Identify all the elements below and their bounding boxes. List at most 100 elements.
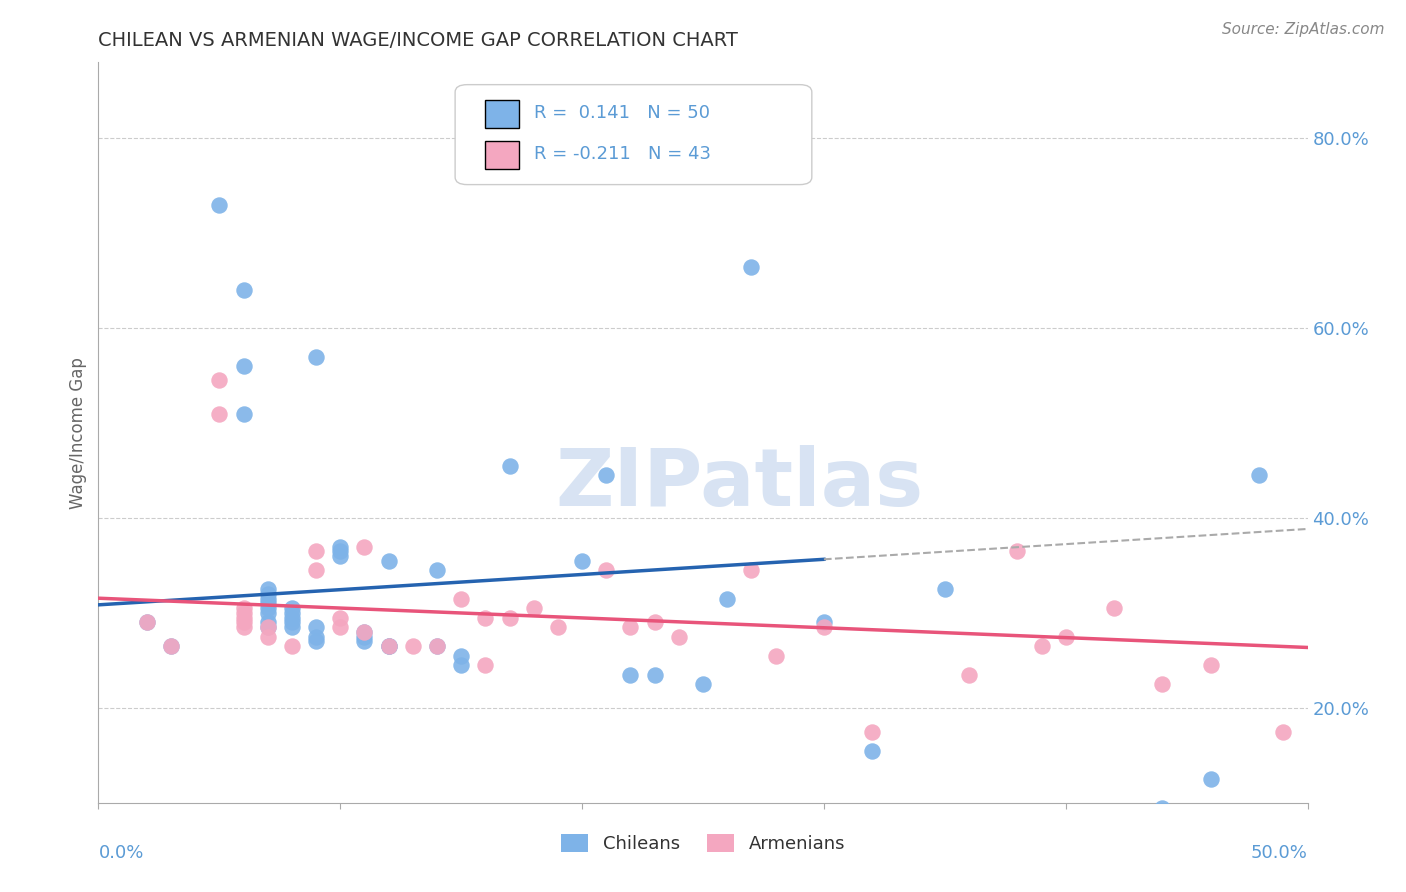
Point (402, 639, 425, 653)
Point (353, 634, 375, 648)
Point (450, 648, 472, 663)
Point (160, 639, 183, 653)
Point (232, 620, 254, 634)
Point (305, 350, 328, 364)
Point (498, 611, 520, 625)
Point (256, 620, 278, 634)
Point (256, 582, 278, 597)
Point (208, 407, 231, 421)
Point (135, 615, 157, 630)
Point (595, 468, 617, 483)
Point (1272, 724, 1295, 739)
Point (1199, 658, 1222, 673)
Point (232, 283, 254, 297)
Text: 50.0%: 50.0% (1251, 844, 1308, 862)
Point (256, 601, 278, 615)
Point (232, 606, 254, 620)
Point (232, 615, 254, 630)
Point (232, 359, 254, 374)
Text: ZIPatlas: ZIPatlas (555, 445, 924, 524)
Point (135, 615, 157, 630)
Point (232, 601, 254, 615)
Point (256, 630, 278, 644)
Point (232, 611, 254, 625)
Point (474, 611, 496, 625)
Text: 0.0%: 0.0% (98, 844, 143, 862)
Point (1199, 772, 1222, 786)
Point (957, 667, 980, 681)
Point (160, 639, 183, 653)
Point (256, 597, 278, 611)
Point (450, 591, 472, 606)
Point (281, 606, 304, 620)
Point (1031, 639, 1053, 653)
Point (256, 606, 278, 620)
FancyBboxPatch shape (485, 100, 519, 128)
FancyBboxPatch shape (485, 141, 519, 169)
Point (353, 624, 375, 639)
Point (1102, 601, 1125, 615)
Point (498, 458, 520, 473)
Point (619, 667, 641, 681)
Point (934, 582, 956, 597)
Point (353, 630, 375, 644)
Point (1152, 800, 1174, 814)
Point (450, 658, 472, 673)
Y-axis label: Wage/Income Gap: Wage/Income Gap (69, 357, 87, 508)
Point (281, 615, 304, 630)
FancyBboxPatch shape (456, 85, 811, 185)
Point (329, 620, 352, 634)
Point (305, 630, 328, 644)
Point (595, 563, 617, 577)
Point (765, 648, 787, 663)
Point (426, 639, 449, 653)
Point (377, 639, 399, 653)
Point (860, 743, 883, 757)
Point (860, 724, 883, 739)
Point (256, 620, 278, 634)
Point (256, 615, 278, 630)
Point (426, 563, 449, 577)
Point (547, 620, 569, 634)
Point (377, 639, 399, 653)
Point (256, 591, 278, 606)
Point (305, 563, 328, 577)
Point (329, 544, 352, 558)
Text: R =  0.141   N = 50: R = 0.141 N = 50 (534, 104, 710, 122)
Legend: Chileans, Armenians: Chileans, Armenians (554, 827, 852, 861)
Point (1007, 544, 1029, 558)
Point (1249, 468, 1271, 483)
Point (740, 260, 762, 274)
Point (644, 615, 666, 630)
Point (305, 544, 328, 558)
Point (692, 677, 714, 691)
Point (232, 407, 254, 421)
Point (281, 601, 304, 615)
Text: Source: ZipAtlas.com: Source: ZipAtlas.com (1222, 22, 1385, 37)
Point (329, 549, 352, 563)
Point (619, 620, 641, 634)
Point (571, 554, 593, 568)
Point (426, 639, 449, 653)
Point (281, 620, 304, 634)
Point (1152, 677, 1174, 691)
Point (281, 611, 304, 625)
Point (644, 667, 666, 681)
Point (305, 634, 328, 648)
Point (353, 540, 375, 554)
Point (305, 620, 328, 634)
Point (329, 611, 352, 625)
Point (281, 639, 304, 653)
Point (377, 639, 399, 653)
Point (208, 373, 231, 387)
Point (329, 540, 352, 554)
Point (1054, 630, 1077, 644)
Point (208, 198, 231, 212)
Point (668, 630, 690, 644)
Text: CHILEAN VS ARMENIAN WAGE/INCOME GAP CORRELATION CHART: CHILEAN VS ARMENIAN WAGE/INCOME GAP CORR… (98, 30, 738, 50)
Point (353, 624, 375, 639)
Point (813, 615, 835, 630)
Point (377, 554, 399, 568)
Point (474, 658, 496, 673)
Text: R = -0.211   N = 43: R = -0.211 N = 43 (534, 145, 710, 163)
